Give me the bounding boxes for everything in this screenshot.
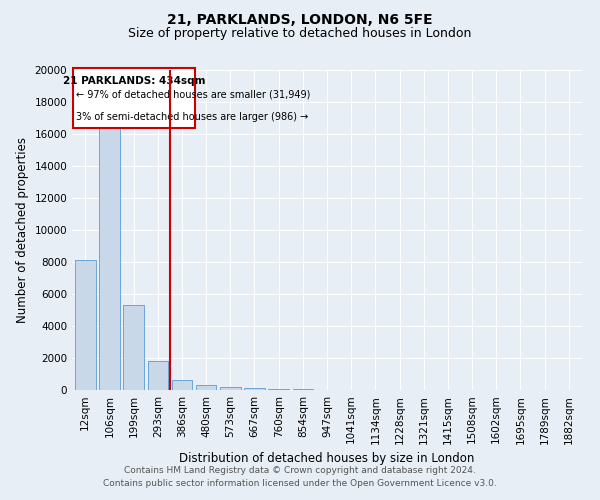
Bar [172, 380, 192, 390]
Text: 21, PARKLANDS, LONDON, N6 5FE: 21, PARKLANDS, LONDON, N6 5FE [167, 12, 433, 26]
Bar [293, 389, 313, 390]
Bar [75, 260, 95, 390]
Bar [268, 389, 289, 390]
Bar [220, 387, 241, 390]
Bar [244, 388, 265, 390]
Y-axis label: Number of detached properties: Number of detached properties [16, 137, 29, 323]
Text: ← 97% of detached houses are smaller (31,949): ← 97% of detached houses are smaller (31… [76, 90, 310, 100]
Bar [73, 68, 195, 128]
Bar [99, 124, 120, 390]
Text: 21 PARKLANDS: 434sqm: 21 PARKLANDS: 434sqm [63, 76, 205, 86]
Text: 3% of semi-detached houses are larger (986) →: 3% of semi-detached houses are larger (9… [76, 112, 308, 122]
Bar [148, 361, 168, 390]
Text: Size of property relative to detached houses in London: Size of property relative to detached ho… [128, 28, 472, 40]
Bar [124, 305, 144, 390]
Text: Contains HM Land Registry data © Crown copyright and database right 2024.
Contai: Contains HM Land Registry data © Crown c… [103, 466, 497, 487]
X-axis label: Distribution of detached houses by size in London: Distribution of detached houses by size … [179, 452, 475, 465]
Bar [196, 385, 217, 390]
